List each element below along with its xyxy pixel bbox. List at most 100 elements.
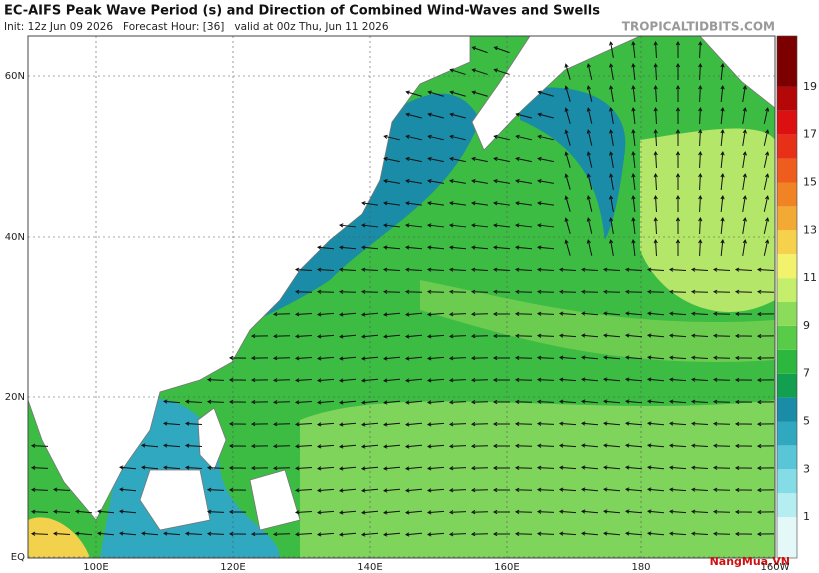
arrow [316, 422, 335, 427]
arrow [580, 443, 599, 448]
arrow [383, 422, 401, 427]
arrow [690, 355, 709, 360]
arrow [609, 41, 614, 58]
arrow [471, 179, 488, 184]
arrow [228, 465, 247, 471]
arrow [646, 487, 665, 492]
arrow [712, 421, 731, 426]
arrow [449, 201, 466, 206]
arrow [316, 289, 335, 294]
arrow [140, 531, 159, 536]
arrow [536, 487, 555, 492]
lon-label: 160E [494, 562, 519, 573]
arrow [383, 334, 401, 339]
arrow [448, 400, 467, 405]
arrow [624, 289, 643, 294]
arrow [631, 195, 636, 213]
arrow [653, 106, 658, 125]
arrow [360, 267, 379, 272]
arrow [492, 509, 511, 515]
arrow [625, 509, 643, 514]
arrow [625, 355, 643, 360]
arrow [756, 289, 775, 294]
arrow [763, 217, 770, 234]
arrow [228, 399, 247, 405]
arrow [536, 531, 555, 536]
arrow [272, 400, 291, 405]
arrow [228, 487, 247, 493]
arrow [294, 378, 313, 383]
arrow [426, 245, 445, 250]
arrow [52, 531, 71, 536]
arrow [580, 289, 599, 294]
arrow [448, 488, 467, 493]
arrow [294, 488, 313, 493]
arrow [184, 531, 203, 536]
arrow [609, 217, 614, 234]
arrow [471, 46, 488, 54]
arrow [668, 333, 687, 338]
arrow [712, 333, 731, 338]
arrow [698, 62, 703, 81]
arrow [404, 267, 423, 272]
arrow [404, 400, 423, 405]
arrow [470, 466, 489, 471]
arrow [514, 355, 533, 360]
arrow [514, 245, 533, 250]
arrow [338, 245, 357, 250]
arrow [646, 421, 665, 426]
arrow [698, 172, 703, 191]
arrow [675, 150, 681, 169]
arrow [763, 107, 770, 124]
arrow [763, 239, 770, 256]
arrow [756, 443, 775, 449]
arrow [586, 85, 593, 102]
lon-label: 160W [761, 562, 790, 573]
arrow [316, 334, 335, 339]
arrow [698, 216, 703, 235]
arrow [492, 487, 511, 493]
arrow [712, 311, 731, 316]
arrow [586, 195, 593, 212]
arrow [426, 532, 445, 537]
arrow [405, 112, 422, 119]
arrow [294, 312, 313, 317]
arrow [316, 510, 335, 515]
map [28, 36, 775, 558]
arrow [404, 289, 423, 294]
arrow [140, 465, 159, 470]
arrow [514, 509, 533, 514]
arrow [625, 377, 643, 382]
arrow [514, 377, 533, 382]
arrow [206, 531, 225, 536]
arrow [756, 377, 775, 383]
arrow [734, 531, 753, 537]
arrow [742, 239, 747, 256]
arrow [294, 267, 313, 272]
arrow [720, 63, 725, 81]
arrow [470, 378, 489, 383]
arrow [96, 531, 115, 536]
arrow [426, 312, 445, 317]
arrow [698, 128, 703, 147]
arrow [756, 311, 775, 317]
arrow [675, 172, 681, 191]
colorbar-label: 9 [803, 319, 810, 332]
arrow [119, 465, 137, 470]
arrow [675, 106, 681, 125]
arrow [493, 46, 510, 54]
arrow [250, 443, 269, 449]
arrow [763, 129, 770, 146]
arrow [339, 223, 357, 228]
arrow [756, 399, 775, 405]
arrow [427, 134, 444, 141]
arrow [580, 355, 599, 360]
arrow [625, 399, 643, 404]
arrow [675, 62, 681, 81]
arrow [603, 377, 621, 382]
arrow [675, 238, 681, 257]
arrow [720, 107, 725, 125]
arrow [492, 465, 511, 471]
arrow [564, 173, 571, 190]
arrow [404, 245, 423, 250]
